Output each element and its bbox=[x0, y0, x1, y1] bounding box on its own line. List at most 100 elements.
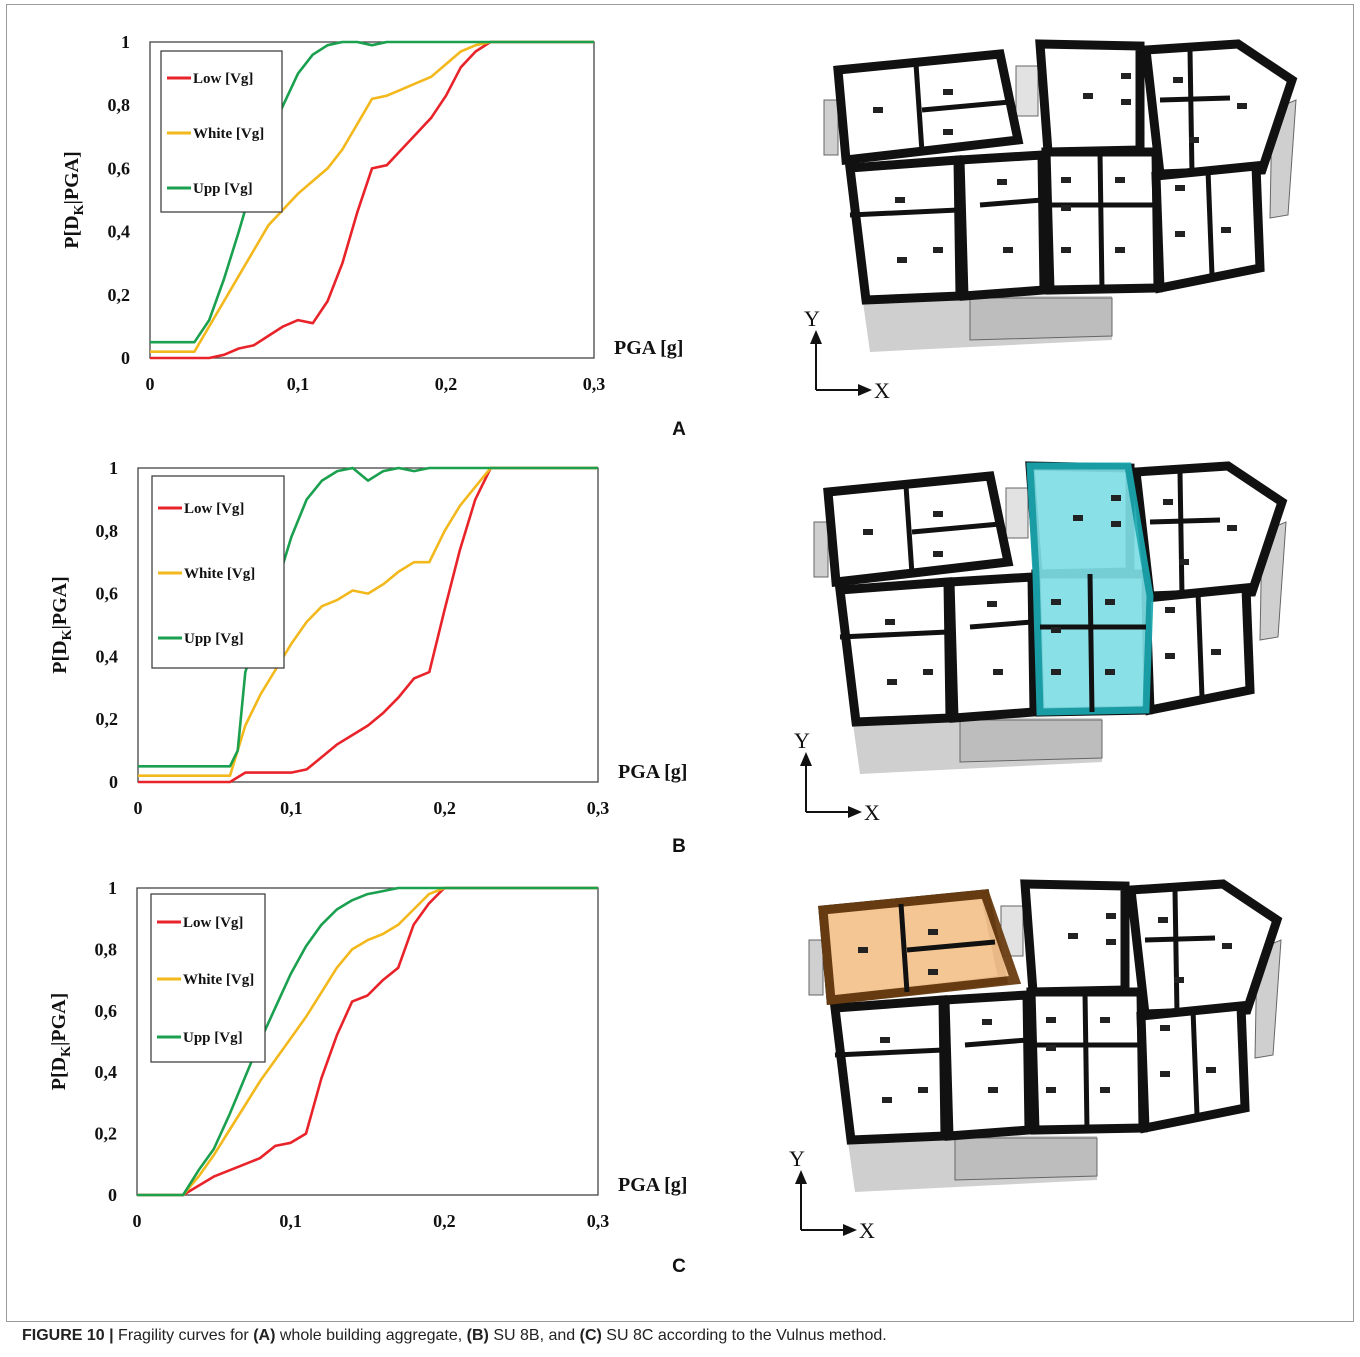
x-axis-label: PGA [g] bbox=[618, 1174, 687, 1196]
room-marker bbox=[943, 89, 953, 95]
room-marker bbox=[1227, 525, 1237, 531]
y-axis-label: P[DK|PGA] bbox=[49, 576, 75, 674]
caption-ref-b: (B) bbox=[466, 1327, 489, 1344]
x-tick-label: 0,1 bbox=[287, 374, 310, 394]
building-block bbox=[834, 577, 955, 727]
legend-label: Upp [Vg] bbox=[184, 631, 244, 647]
x-tick-label: 0 bbox=[133, 1211, 142, 1231]
building-block bbox=[1125, 879, 1283, 1019]
y-tick-label: 0,6 bbox=[96, 584, 119, 604]
room-marker bbox=[1175, 185, 1185, 191]
room-marker bbox=[1068, 933, 1078, 939]
partition-wall bbox=[1159, 95, 1231, 103]
series-line-white bbox=[137, 886, 598, 1197]
room-marker bbox=[1174, 977, 1184, 983]
x-tick-label: 0,3 bbox=[583, 374, 606, 394]
axis-y-label: Y bbox=[789, 1146, 805, 1171]
room-marker bbox=[1105, 599, 1115, 605]
room-marker bbox=[1100, 1087, 1110, 1093]
partition-wall bbox=[906, 939, 996, 953]
legend-label: Upp [Vg] bbox=[193, 181, 253, 197]
room-marker bbox=[1175, 231, 1185, 237]
plot-area-frame bbox=[136, 887, 599, 1196]
room-marker bbox=[943, 129, 953, 135]
y-tick-label: 0,4 bbox=[108, 222, 131, 242]
room-marker bbox=[1100, 1017, 1110, 1023]
partition-wall bbox=[839, 629, 949, 640]
room-marker bbox=[1061, 177, 1071, 183]
axis-y-label: Y bbox=[794, 728, 810, 753]
panel-label-b: B bbox=[672, 836, 686, 857]
y-tick-label: 0,6 bbox=[95, 1001, 118, 1021]
y-tick-label: 0 bbox=[121, 348, 130, 368]
room-marker bbox=[858, 947, 868, 953]
partition-wall bbox=[1087, 573, 1095, 713]
x-tick-label: 0 bbox=[146, 374, 155, 394]
y-tick-label: 0,4 bbox=[95, 1062, 118, 1082]
x-axis-label: PGA [g] bbox=[614, 337, 683, 359]
y-tick-label: 0,2 bbox=[96, 709, 119, 729]
room-marker bbox=[1106, 913, 1116, 919]
series-line-low bbox=[137, 886, 598, 1197]
floor-plan-c: YX bbox=[789, 879, 1283, 1243]
legend-label: Low [Vg] bbox=[184, 501, 244, 517]
y-axis-label: P[DK|PGA] bbox=[48, 993, 74, 1091]
room-marker bbox=[885, 619, 895, 625]
floor-plan-a: YX bbox=[804, 39, 1298, 403]
room-marker bbox=[1073, 515, 1083, 521]
room-marker bbox=[928, 969, 938, 975]
caption-text-3: SU 8B, and bbox=[488, 1327, 580, 1344]
panel-label-c: C bbox=[672, 1256, 686, 1277]
x-tick-label: 0,2 bbox=[433, 1211, 456, 1231]
legend-label: White [Vg] bbox=[184, 566, 255, 582]
series-line-low bbox=[138, 466, 598, 784]
axis-y-arrowhead bbox=[800, 752, 812, 766]
room-marker bbox=[1061, 247, 1071, 253]
partition-wall bbox=[903, 485, 915, 575]
caption-text-1: Fragility curves for bbox=[113, 1327, 254, 1344]
legend-label: White [Vg] bbox=[183, 972, 254, 988]
floor-plan-b: YX bbox=[794, 461, 1288, 825]
building-block bbox=[844, 155, 965, 305]
room-marker bbox=[1160, 1071, 1170, 1077]
caption-text-4: SU 8C according to the Vulnus method. bbox=[601, 1327, 887, 1344]
x-tick-label: 0,3 bbox=[587, 798, 610, 818]
partition-wall bbox=[834, 1047, 944, 1058]
room-marker bbox=[987, 601, 997, 607]
room-marker bbox=[928, 929, 938, 935]
partition-wall bbox=[1187, 49, 1195, 175]
hatched-terrace-right bbox=[959, 719, 1103, 763]
partition-wall bbox=[898, 903, 910, 993]
legend-label: Low [Vg] bbox=[193, 71, 253, 87]
y-tick-label: 0,8 bbox=[96, 521, 119, 541]
partition-wall bbox=[969, 619, 1033, 630]
chart-a: 0 0,2 0,4 0,6 0,8 1 0 0,1 0,2 0,3 PGA [g] P[DK|PGA]… bbox=[61, 32, 683, 394]
axis-x-arrowhead bbox=[843, 1224, 857, 1236]
y-tick-label: 1 bbox=[121, 32, 130, 52]
room-marker bbox=[1121, 73, 1131, 79]
x-tick-label: 0,1 bbox=[279, 1211, 302, 1231]
room-marker bbox=[1003, 247, 1013, 253]
axis-y-label: Y bbox=[804, 306, 820, 331]
room-marker bbox=[887, 679, 897, 685]
axis-x-label: X bbox=[864, 800, 880, 825]
axis-x-label: X bbox=[859, 1218, 875, 1243]
y-tick-label: 0,6 bbox=[108, 158, 131, 178]
caption-label: FIGURE 10 | bbox=[22, 1327, 114, 1344]
room-marker bbox=[933, 551, 943, 557]
figure-frame bbox=[6, 4, 1354, 1322]
room-marker bbox=[1179, 559, 1189, 565]
room-marker bbox=[988, 1087, 998, 1093]
y-axis-label: P[DK|PGA] bbox=[61, 151, 87, 249]
room-marker bbox=[1046, 1045, 1056, 1051]
room-marker bbox=[918, 1087, 928, 1093]
building-block bbox=[955, 150, 1049, 301]
x-axis-label: PGA [g] bbox=[618, 761, 687, 783]
room-marker bbox=[895, 197, 905, 203]
room-marker bbox=[1106, 939, 1116, 945]
room-marker bbox=[933, 511, 943, 517]
room-marker bbox=[1111, 521, 1121, 527]
room-marker bbox=[993, 669, 1003, 675]
room-marker bbox=[1158, 917, 1168, 923]
